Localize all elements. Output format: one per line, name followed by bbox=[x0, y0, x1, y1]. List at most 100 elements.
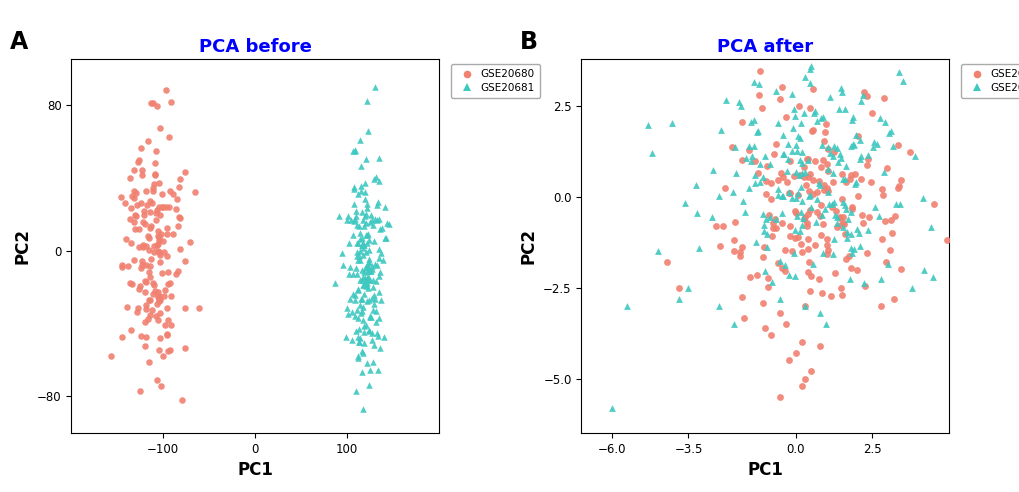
Point bbox=[843, 203, 859, 211]
Point bbox=[173, 396, 190, 404]
Point bbox=[359, 275, 375, 282]
Point bbox=[352, 335, 368, 342]
Point bbox=[347, 212, 364, 220]
Point bbox=[811, 212, 827, 220]
Point bbox=[833, 221, 849, 229]
Point bbox=[357, 195, 373, 203]
Point bbox=[743, 49, 759, 57]
Point bbox=[359, 297, 375, 305]
Point bbox=[767, 140, 784, 148]
Point bbox=[838, 255, 854, 263]
Point bbox=[138, 187, 154, 195]
Point bbox=[735, 314, 751, 322]
Point bbox=[833, 89, 849, 96]
Point bbox=[365, 306, 381, 314]
Point bbox=[142, 262, 158, 270]
Point bbox=[132, 264, 149, 272]
Point bbox=[786, 249, 802, 257]
Point bbox=[756, 152, 772, 160]
Point bbox=[771, 309, 788, 317]
Point bbox=[149, 241, 165, 249]
Text: B: B bbox=[520, 30, 538, 54]
Point bbox=[152, 309, 168, 317]
Point bbox=[845, 245, 861, 253]
Point bbox=[938, 236, 955, 244]
Point bbox=[852, 175, 868, 183]
Point bbox=[768, 184, 785, 192]
Point bbox=[342, 295, 359, 303]
Point bbox=[796, 73, 812, 81]
Point bbox=[360, 284, 376, 292]
Point bbox=[819, 145, 836, 153]
Point bbox=[814, 220, 830, 228]
Point bbox=[344, 270, 361, 278]
Point bbox=[735, 197, 751, 205]
Point bbox=[874, 94, 891, 102]
Point bbox=[843, 142, 859, 150]
Point bbox=[358, 282, 374, 290]
Point bbox=[354, 347, 370, 355]
Point bbox=[159, 316, 175, 324]
Point bbox=[791, 134, 807, 142]
Point bbox=[746, 142, 762, 150]
Point bbox=[841, 175, 857, 183]
Point bbox=[863, 143, 879, 151]
Point bbox=[826, 269, 843, 277]
Point bbox=[154, 238, 170, 246]
Point bbox=[881, 216, 898, 224]
Point bbox=[347, 207, 364, 215]
Point bbox=[159, 304, 175, 312]
Point bbox=[819, 144, 836, 152]
Point bbox=[821, 149, 838, 157]
Point bbox=[772, 210, 789, 217]
Point bbox=[159, 230, 175, 238]
Point bbox=[346, 312, 363, 320]
Point bbox=[161, 133, 177, 141]
Point bbox=[365, 237, 381, 245]
Point bbox=[800, 268, 816, 276]
Point bbox=[792, 172, 808, 180]
Point bbox=[764, 219, 781, 227]
Point bbox=[786, 234, 802, 242]
Point bbox=[371, 154, 387, 162]
Point bbox=[732, 248, 748, 256]
Point bbox=[359, 231, 375, 239]
Point bbox=[373, 224, 389, 232]
Point bbox=[812, 114, 828, 122]
Point bbox=[840, 252, 856, 260]
Point bbox=[151, 203, 167, 211]
Point bbox=[357, 275, 373, 282]
Point bbox=[787, 141, 803, 149]
Point bbox=[353, 241, 369, 249]
Point bbox=[373, 249, 389, 257]
Point bbox=[152, 334, 168, 342]
Point bbox=[855, 88, 871, 96]
Point bbox=[834, 175, 850, 183]
Point bbox=[792, 119, 808, 127]
Point bbox=[619, 302, 635, 310]
Point bbox=[811, 342, 827, 350]
Point bbox=[837, 230, 853, 238]
Point bbox=[342, 263, 359, 271]
Point bbox=[355, 273, 371, 280]
Point bbox=[785, 45, 801, 53]
Point bbox=[376, 333, 392, 341]
Point bbox=[799, 222, 815, 230]
Point bbox=[169, 195, 185, 203]
Point bbox=[834, 195, 850, 203]
Point bbox=[355, 349, 371, 357]
Point bbox=[792, 184, 808, 191]
Point bbox=[333, 249, 350, 257]
Point bbox=[153, 382, 169, 390]
Point bbox=[122, 174, 139, 182]
Point bbox=[824, 149, 841, 156]
Point bbox=[890, 184, 906, 192]
Point bbox=[334, 261, 351, 269]
Point bbox=[805, 109, 821, 117]
Point bbox=[150, 294, 166, 302]
Point bbox=[360, 246, 376, 254]
Point bbox=[781, 189, 797, 197]
Point bbox=[818, 188, 835, 196]
Point bbox=[771, 257, 788, 265]
Point bbox=[704, 166, 720, 174]
